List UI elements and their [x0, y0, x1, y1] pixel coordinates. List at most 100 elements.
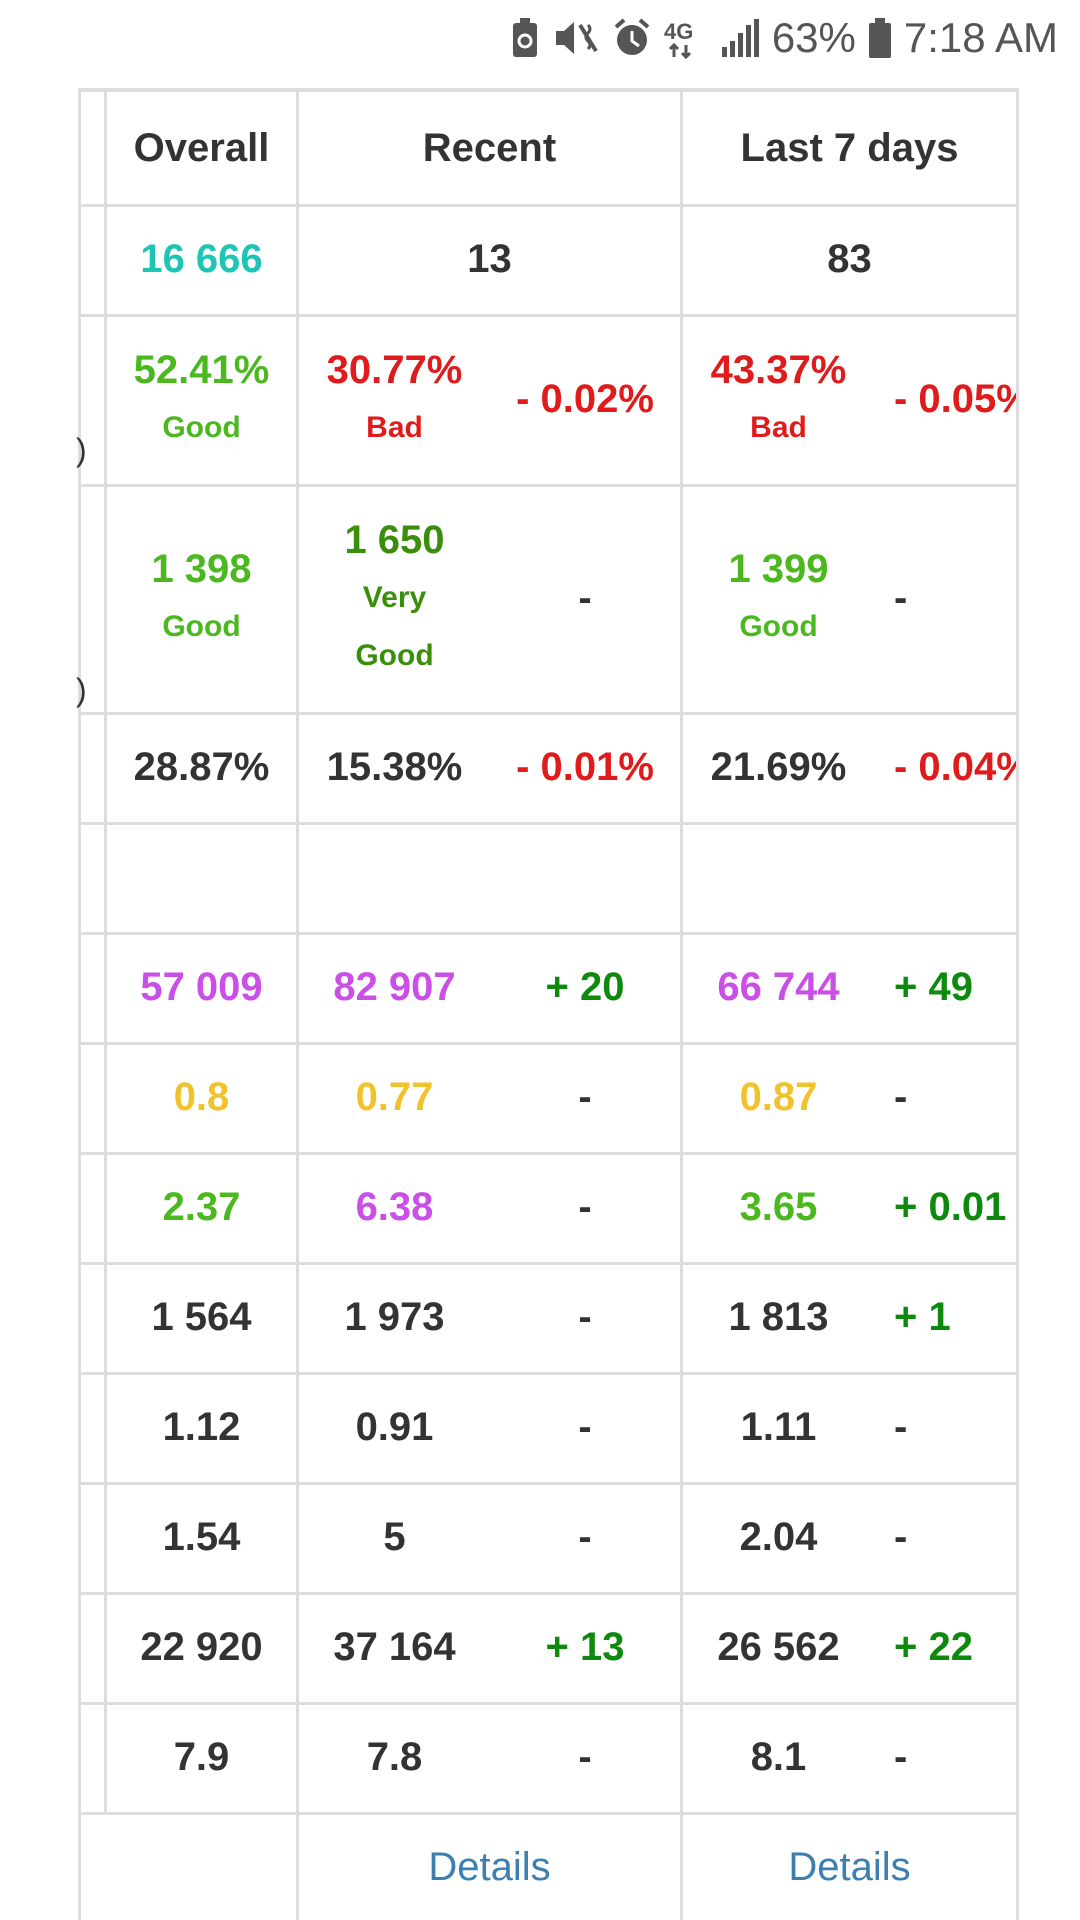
overall-value: 2.37 — [162, 1185, 241, 1229]
overall-value: 28.87% — [133, 745, 270, 789]
battery-icon — [868, 17, 892, 59]
grid-line — [80, 88, 1018, 92]
overall-cell: 1 564 — [107, 1262, 296, 1372]
grid-line — [1016, 88, 1019, 1920]
recent-cell: 15.38% — [299, 712, 490, 822]
recent-delta-cell: - — [490, 1482, 680, 1592]
recent-cell: 0.77 — [299, 1042, 490, 1152]
grid-line — [296, 88, 299, 1920]
week-delta-cell: + 0.01 — [874, 1152, 1016, 1262]
grid-line — [80, 1702, 1018, 1705]
week-delta-cell: - — [874, 1702, 1016, 1812]
overall-cell: 28.87% — [107, 712, 296, 822]
alarm-icon — [612, 17, 652, 59]
grid-line — [80, 1482, 1018, 1485]
column-header-label: Overall — [133, 125, 270, 170]
overall-value: 22 920 — [140, 1625, 263, 1669]
recent-delta-cell: - — [490, 1042, 680, 1152]
overall-value: 1 564 — [151, 1295, 252, 1339]
week-cell: 1 813 — [683, 1262, 874, 1372]
week-rating: Bad — [750, 411, 807, 444]
status-bar: 4G 63% 7:18 AM — [0, 0, 1080, 72]
column-header: Overall — [107, 92, 296, 204]
week-details-link[interactable]: Details — [683, 1812, 1016, 1920]
overall-cell: 7.9 — [107, 1702, 296, 1812]
grid-line — [80, 1262, 1018, 1265]
recent-delta-cell: - — [490, 1152, 680, 1262]
grid-line — [80, 1812, 1018, 1815]
network-4g-icon: 4G — [664, 17, 708, 59]
week-delta-value: + 22 — [894, 1625, 973, 1669]
stats-table: Overall Recent Last 7 days 16 666 13 83 52.41%… — [0, 88, 1080, 1920]
column-header-label: Last 7 days — [740, 125, 959, 170]
week-delta-cell: + 22 — [874, 1592, 1016, 1702]
overall-cell: 2.37 — [107, 1152, 296, 1262]
week-delta-value: - — [894, 1515, 908, 1559]
overall-value: 52.41% — [133, 348, 270, 392]
recent-rating-2: Good — [355, 639, 434, 672]
grid-line — [80, 712, 1018, 715]
overall-cell: 0.8 — [107, 1042, 296, 1152]
recent-delta-cell: - — [490, 1262, 680, 1372]
overall-value: 1 398 — [151, 547, 252, 591]
overall-value: 7.9 — [173, 1735, 230, 1779]
signal-icon — [720, 17, 760, 59]
week-cell: 1.11 — [683, 1372, 874, 1482]
recent-delta-cell: + 20 — [490, 932, 680, 1042]
grid-line — [80, 314, 1018, 317]
week-cell: 83 — [683, 204, 1016, 314]
week-value: 1 813 — [728, 1295, 829, 1339]
overall-rating: Good — [162, 610, 241, 643]
grid-line — [80, 822, 1018, 825]
recent-rating: Bad — [366, 411, 423, 444]
week-cell: 21.69% — [683, 712, 874, 822]
week-delta-value: - 0.04% — [894, 745, 1016, 789]
recent-delta-value: + 13 — [545, 1625, 625, 1669]
week-delta-cell: - — [874, 1482, 1016, 1592]
recent-value: 1 650 — [344, 518, 445, 562]
grid-line — [80, 932, 1018, 935]
week-delta-cell: - — [874, 1372, 1016, 1482]
grid-line — [80, 204, 1018, 207]
week-value: 1 399 — [728, 547, 829, 591]
week-value: 26 562 — [717, 1625, 840, 1669]
recent-value: 1 973 — [344, 1295, 445, 1339]
week-rating: Good — [739, 610, 818, 643]
week-delta-cell: - 0.05% — [874, 314, 1016, 484]
week-cell: 1 399 Good — [683, 484, 874, 712]
recent-delta-value: - 0.02% — [516, 377, 654, 421]
column-header: Recent — [299, 92, 680, 204]
week-delta-cell: + 49 — [874, 932, 1016, 1042]
status-icons: 4G 63% 7:18 AM — [510, 10, 1058, 66]
recent-delta-value: - — [578, 1735, 592, 1779]
overall-cell: 52.41% Good — [107, 314, 296, 484]
recent-cell: 6.38 — [299, 1152, 490, 1262]
battery-saver-icon — [510, 17, 540, 59]
recent-rating: Very — [362, 581, 427, 614]
recent-delta-value: - — [578, 1295, 592, 1339]
recent-delta-cell: + 13 — [490, 1592, 680, 1702]
recent-details-link-label: Details — [428, 1844, 551, 1889]
week-cell: 0.87 — [683, 1042, 874, 1152]
week-delta-cell: + 1 — [874, 1262, 1016, 1372]
recent-cell: 5 — [299, 1482, 490, 1592]
recent-cell: 30.77% Bad — [299, 314, 490, 484]
week-cell: 8.1 — [683, 1702, 874, 1812]
recent-value: 82 907 — [333, 965, 456, 1009]
overall-value: 57 009 — [140, 965, 263, 1009]
week-value: 43.37% — [710, 348, 847, 392]
recent-value: 37 164 — [333, 1625, 456, 1669]
recent-delta-value: - — [578, 1515, 592, 1559]
recent-delta-cell: - — [490, 1702, 680, 1812]
recent-cell: 7.8 — [299, 1702, 490, 1812]
grid-line — [80, 1592, 1018, 1595]
recent-delta-cell: - — [490, 484, 680, 712]
week-value: 83 — [827, 237, 872, 281]
week-cell: 3.65 — [683, 1152, 874, 1262]
recent-cell: 37 164 — [299, 1592, 490, 1702]
recent-details-link[interactable]: Details — [299, 1812, 680, 1920]
recent-value: 6.38 — [355, 1185, 434, 1229]
recent-delta-value: + 20 — [545, 965, 625, 1009]
overall-value: 16 666 — [140, 237, 263, 281]
grid-line — [80, 1042, 1018, 1045]
